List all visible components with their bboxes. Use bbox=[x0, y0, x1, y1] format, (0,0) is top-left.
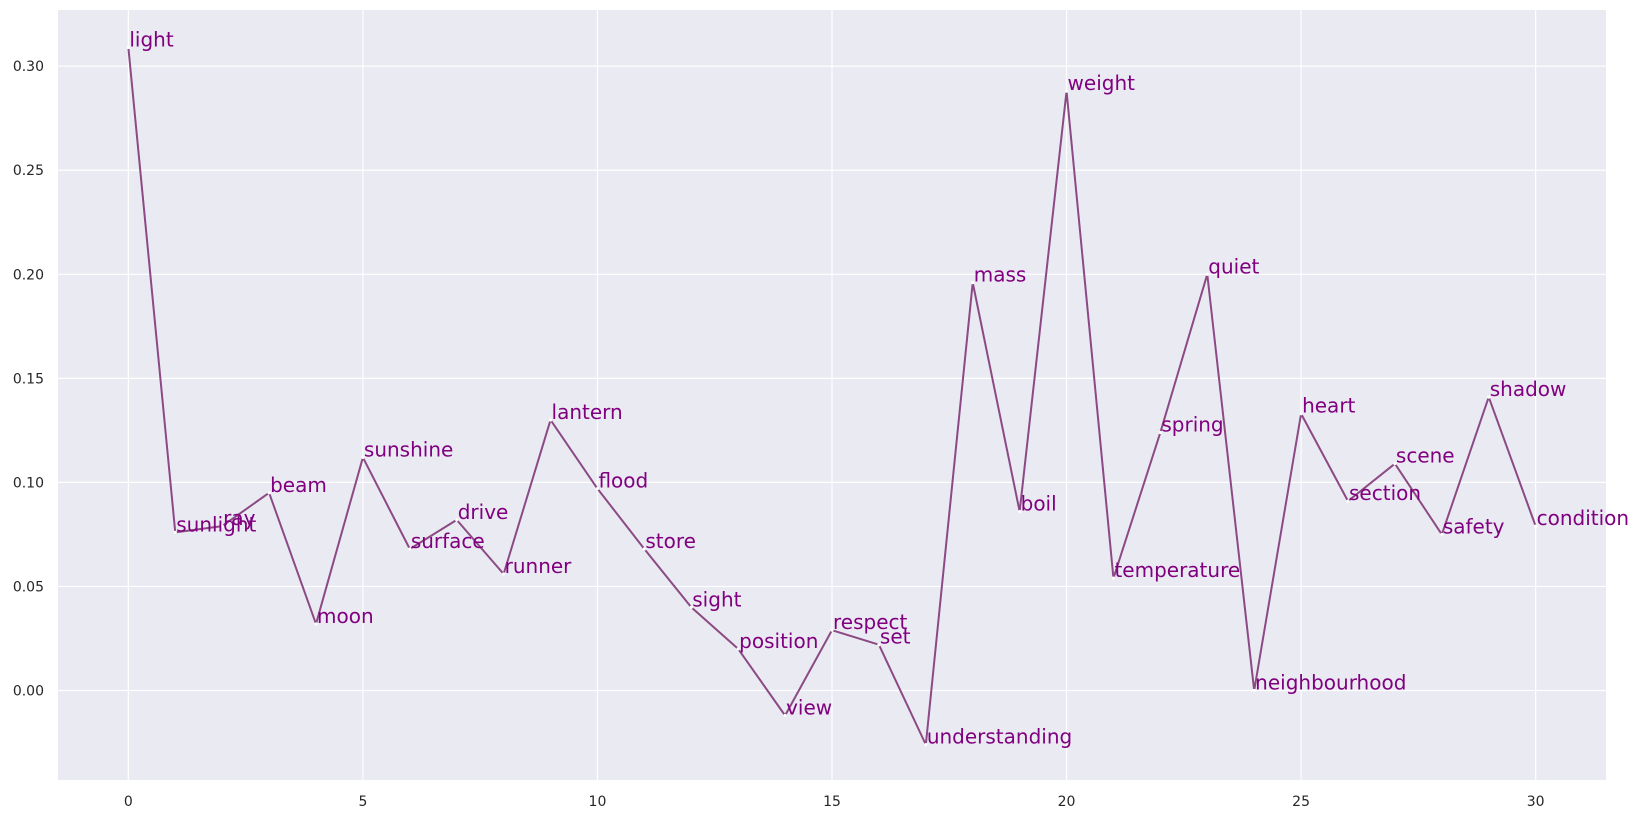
data-point bbox=[126, 45, 130, 50]
data-point bbox=[455, 518, 459, 522]
data-point bbox=[1487, 395, 1491, 399]
data-point bbox=[408, 547, 412, 551]
data-point bbox=[1299, 412, 1303, 416]
data-point bbox=[173, 530, 177, 534]
x-axis-ticks: 0 5 10 15 20 25 30 bbox=[124, 794, 1545, 810]
y-axis-ticks: 0.00 0.05 0.10 0.15 0.20 0.25 0.30 bbox=[13, 59, 44, 699]
data-label: surface bbox=[411, 529, 485, 553]
data-label: sunlight bbox=[176, 512, 256, 536]
data-label: mass bbox=[974, 263, 1027, 287]
y-tick-label: 0.00 bbox=[13, 684, 44, 700]
data-label: store bbox=[645, 529, 696, 553]
data-point bbox=[1064, 89, 1069, 93]
data-point bbox=[1018, 509, 1022, 514]
data-label: set bbox=[880, 625, 911, 649]
data-point bbox=[736, 647, 740, 651]
data-point bbox=[971, 281, 975, 285]
x-tick-label: 30 bbox=[1527, 794, 1545, 810]
data-label: runner bbox=[505, 554, 573, 578]
x-tick-label: 0 bbox=[124, 794, 133, 810]
data-label: section bbox=[1349, 481, 1421, 505]
data-point bbox=[361, 455, 365, 460]
data-label: view bbox=[786, 695, 832, 719]
data-label: heart bbox=[1302, 394, 1355, 418]
y-tick-label: 0.25 bbox=[13, 163, 44, 179]
data-point bbox=[1111, 576, 1116, 580]
data-label: ray bbox=[223, 506, 255, 530]
y-tick-label: 0.15 bbox=[13, 371, 44, 387]
data-point bbox=[314, 622, 318, 626]
y-tick-label: 0.30 bbox=[13, 59, 44, 75]
data-label: boil bbox=[1021, 492, 1057, 516]
x-tick-label: 10 bbox=[589, 794, 607, 810]
data-point bbox=[1393, 462, 1397, 466]
data-point bbox=[548, 418, 553, 422]
data-point bbox=[1158, 430, 1162, 435]
data-label: light bbox=[129, 27, 173, 51]
data-label: understanding bbox=[927, 725, 1072, 749]
x-tick-label: 20 bbox=[1058, 794, 1076, 810]
data-label: safety bbox=[1443, 514, 1505, 538]
y-tick-label: 0.10 bbox=[13, 475, 44, 491]
data-label: quiet bbox=[1208, 254, 1259, 278]
point-markers bbox=[126, 45, 1538, 747]
data-label: lantern bbox=[552, 400, 623, 424]
data-label: temperature bbox=[1114, 558, 1240, 582]
data-point bbox=[877, 643, 881, 647]
x-tick-label: 5 bbox=[358, 794, 367, 810]
data-label: condition bbox=[1537, 506, 1629, 530]
x-tick-label: 25 bbox=[1292, 794, 1310, 810]
y-tick-label: 0.20 bbox=[13, 267, 44, 283]
data-point bbox=[1205, 272, 1209, 276]
data-label: drive bbox=[458, 500, 509, 524]
data-point bbox=[502, 572, 506, 576]
data-point bbox=[689, 605, 693, 609]
data-label: flood bbox=[598, 469, 648, 493]
x-tick-label: 15 bbox=[823, 794, 841, 810]
data-label: scene bbox=[1396, 444, 1455, 468]
data-label: sight bbox=[692, 587, 741, 611]
data-point bbox=[642, 547, 646, 551]
data-label: moon bbox=[317, 604, 374, 628]
data-point bbox=[924, 743, 928, 747]
data-label: spring bbox=[1161, 412, 1223, 436]
data-point bbox=[1252, 688, 1256, 693]
grid-lines bbox=[58, 10, 1606, 780]
data-label: neighbourhood bbox=[1255, 671, 1406, 695]
data-label: weight bbox=[1068, 71, 1136, 95]
data-point bbox=[220, 524, 224, 528]
data-label: position bbox=[739, 629, 818, 653]
data-label: beam bbox=[270, 473, 327, 497]
data-point bbox=[267, 491, 271, 495]
data-label: sunshine bbox=[364, 437, 453, 461]
data-point bbox=[1346, 499, 1350, 503]
data-point bbox=[1534, 524, 1538, 528]
data-point bbox=[1440, 532, 1444, 537]
y-tick-label: 0.05 bbox=[13, 579, 44, 595]
data-point bbox=[783, 713, 787, 718]
data-label: respect bbox=[833, 610, 908, 634]
data-point bbox=[830, 628, 834, 632]
data-point bbox=[595, 487, 600, 491]
data-label: shadow bbox=[1490, 377, 1567, 401]
